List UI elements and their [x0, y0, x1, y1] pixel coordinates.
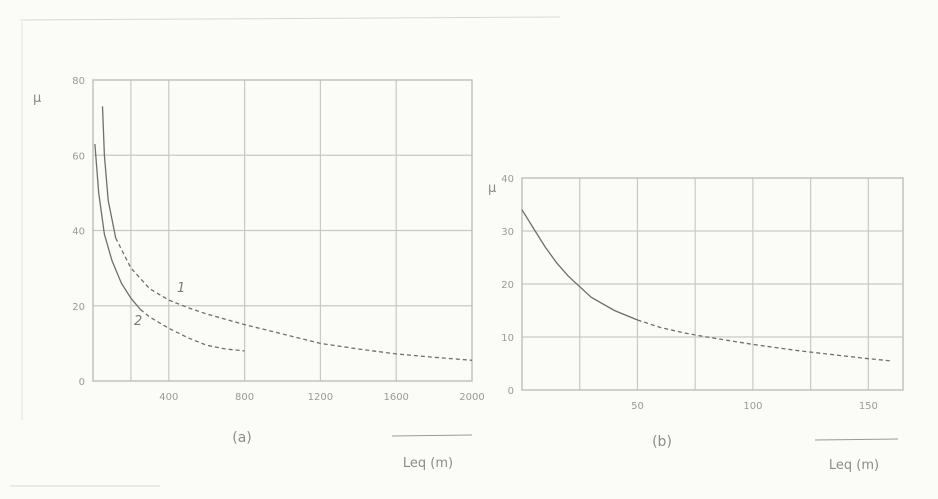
series-line-main-dashed — [637, 319, 892, 362]
x-tick-label: 400 — [159, 392, 178, 403]
chart-b: 50 100 150 0 10 20 30 40 μ Leq (m) (b) — [488, 174, 904, 473]
series-line-1 — [101, 106, 117, 239]
plot-frame — [521, 177, 904, 391]
chart-caption: (a) — [232, 430, 252, 446]
x-tick-label: 100 — [743, 401, 762, 412]
y-tick-label: 10 — [501, 333, 514, 344]
x-axis-label: Leq (m) — [829, 458, 879, 473]
chart-caption: (b) — [652, 434, 672, 450]
series-line-2 — [94, 143, 141, 310]
y-tick-label: 80 — [72, 76, 85, 87]
series-label: 2 — [134, 314, 142, 329]
series-line-2-dashed — [139, 308, 245, 352]
y-tick-label: 30 — [501, 227, 514, 238]
x-axis-arrow — [391, 434, 473, 437]
chart-a: 400 800 1200 1600 2000 0 20 40 60 80 μ Leq (m) (a) 1 2 — [33, 76, 485, 471]
series-line-1-dashed — [115, 237, 473, 361]
x-axis-arrow — [814, 438, 899, 441]
series-line-main — [521, 209, 638, 321]
y-tick-label: 60 — [72, 151, 85, 162]
y-tick-label: 40 — [72, 227, 85, 238]
x-tick-label: 50 — [631, 401, 644, 412]
series-label: 1 — [177, 281, 185, 296]
x-tick-label: 1600 — [383, 392, 408, 403]
plot-frame — [92, 79, 473, 382]
y-axis-label: μ — [488, 181, 496, 196]
y-tick-label: 20 — [501, 280, 514, 291]
y-tick-label: 0 — [508, 386, 514, 397]
x-axis-label: Leq (m) — [403, 456, 453, 471]
y-tick-label: 0 — [79, 377, 85, 388]
x-tick-label: 150 — [859, 401, 878, 412]
y-axis-label: μ — [33, 91, 41, 106]
x-tick-label: 2000 — [459, 392, 484, 403]
y-tick-label: 20 — [72, 302, 85, 313]
y-tick-label: 40 — [501, 174, 514, 185]
x-tick-label: 800 — [235, 392, 254, 403]
x-tick-label: 1200 — [308, 392, 333, 403]
